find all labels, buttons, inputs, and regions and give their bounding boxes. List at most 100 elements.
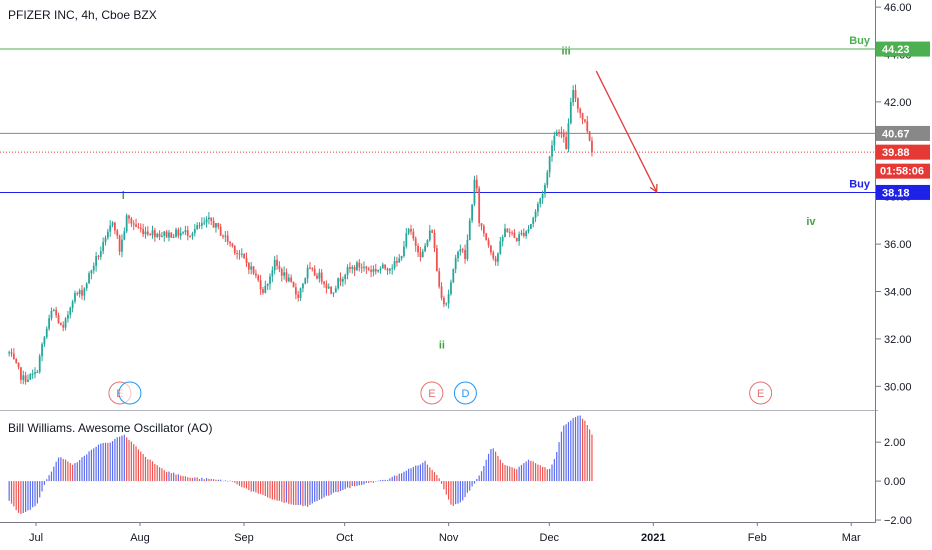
- candle-body: [83, 288, 86, 296]
- candle-body: [356, 262, 358, 271]
- candle-body: [81, 290, 83, 296]
- ao-bar: [10, 481, 13, 504]
- ao-bar: [422, 462, 424, 482]
- candle-body: [95, 256, 98, 266]
- candle-body: [440, 286, 443, 298]
- dividend-event[interactable]: D: [453, 381, 477, 405]
- candle-body: [581, 113, 584, 120]
- candle-body: [459, 249, 462, 252]
- ao-bar: [448, 481, 450, 500]
- candle-body: [38, 356, 41, 373]
- candle-body: [55, 309, 58, 316]
- candle-body: [130, 218, 133, 224]
- ao-bar: [525, 461, 527, 482]
- earnings-events[interactable]: EEDE: [108, 381, 773, 405]
- candle-body: [548, 156, 551, 173]
- candle-body: [146, 231, 149, 235]
- candle-body: [276, 259, 278, 266]
- ao-bar: [556, 451, 558, 482]
- ao-bar: [537, 464, 539, 482]
- candle-body: [266, 283, 269, 286]
- candle-body: [567, 123, 570, 149]
- candle-body: [226, 235, 229, 242]
- ao-bar: [213, 479, 215, 482]
- candle-body: [515, 237, 518, 241]
- time-tick-label: Aug: [130, 532, 150, 544]
- time-tick-label: Nov: [439, 532, 459, 544]
- candle-body: [57, 315, 60, 324]
- candle-body: [196, 225, 199, 230]
- ao-bar: [567, 422, 570, 482]
- level-name-38.18: Buy: [849, 178, 871, 190]
- awesome-oscillator: [8, 415, 593, 514]
- candle-body: [12, 353, 15, 360]
- candle-body: [370, 270, 372, 272]
- ao-bar: [69, 463, 71, 482]
- candle-body: [128, 215, 130, 219]
- candle-body: [262, 289, 264, 293]
- candle-body: [485, 233, 488, 241]
- wave-label-ii: ii: [439, 339, 445, 351]
- candle-body: [168, 232, 170, 238]
- candle-body: [386, 268, 389, 271]
- event-label: D: [461, 388, 469, 400]
- candle-body: [511, 232, 513, 234]
- candle-body: [522, 232, 525, 236]
- ao-bar: [509, 466, 511, 482]
- candle-body: [161, 235, 163, 237]
- ao-bar: [405, 470, 407, 482]
- candle-body: [492, 252, 495, 259]
- candle-body: [407, 229, 410, 234]
- candle-body: [231, 243, 234, 247]
- ao-bar: [175, 474, 177, 482]
- candle-body: [466, 239, 469, 259]
- candle-body: [400, 255, 403, 259]
- candle-body: [50, 310, 53, 319]
- candle-body: [494, 258, 497, 262]
- candle-body: [257, 275, 260, 281]
- candle-body: [142, 229, 145, 235]
- ao-bar: [133, 444, 135, 482]
- ao-bar: [72, 464, 74, 482]
- ao-bar: [215, 479, 217, 482]
- ao-bar: [455, 481, 457, 505]
- candle-body: [405, 233, 408, 247]
- ao-bar: [532, 461, 534, 482]
- candle-body: [471, 204, 474, 221]
- ao-bar: [86, 454, 88, 482]
- ao-bar: [15, 481, 17, 511]
- ao-bar: [205, 478, 208, 482]
- ao-bar: [151, 461, 154, 482]
- time-tick-label: 2021: [641, 532, 665, 544]
- ao-bar: [116, 437, 118, 482]
- candle-body: [302, 283, 304, 289]
- dividend-event[interactable]: [118, 381, 142, 405]
- candle-body: [539, 198, 542, 204]
- candle-body: [99, 251, 102, 257]
- ao-bar: [184, 476, 187, 482]
- ao-bar: [161, 468, 163, 482]
- candle-body: [309, 267, 311, 269]
- candle-body: [450, 282, 452, 294]
- earnings-event[interactable]: E: [420, 381, 444, 405]
- price-tag-label: 38.18: [882, 187, 910, 199]
- candle-body: [490, 245, 492, 253]
- ao-bar: [299, 481, 302, 505]
- earnings-event[interactable]: E: [749, 381, 773, 405]
- ao-bar: [546, 469, 548, 482]
- price-tick-label: 32.00: [884, 334, 912, 346]
- ao-bar: [180, 475, 182, 482]
- ao-bar: [321, 481, 323, 499]
- candle-body: [367, 268, 370, 271]
- candle-body: [579, 108, 582, 114]
- ao-bar: [245, 481, 248, 489]
- event-circle: [420, 381, 444, 405]
- candle-body: [135, 224, 137, 227]
- ao-bar: [50, 471, 53, 482]
- candle-body: [426, 240, 429, 246]
- candle-body: [306, 267, 309, 279]
- ao-bar: [222, 480, 224, 482]
- countdown-label: 01:58:06: [880, 166, 924, 178]
- ao-bar: [260, 481, 262, 494]
